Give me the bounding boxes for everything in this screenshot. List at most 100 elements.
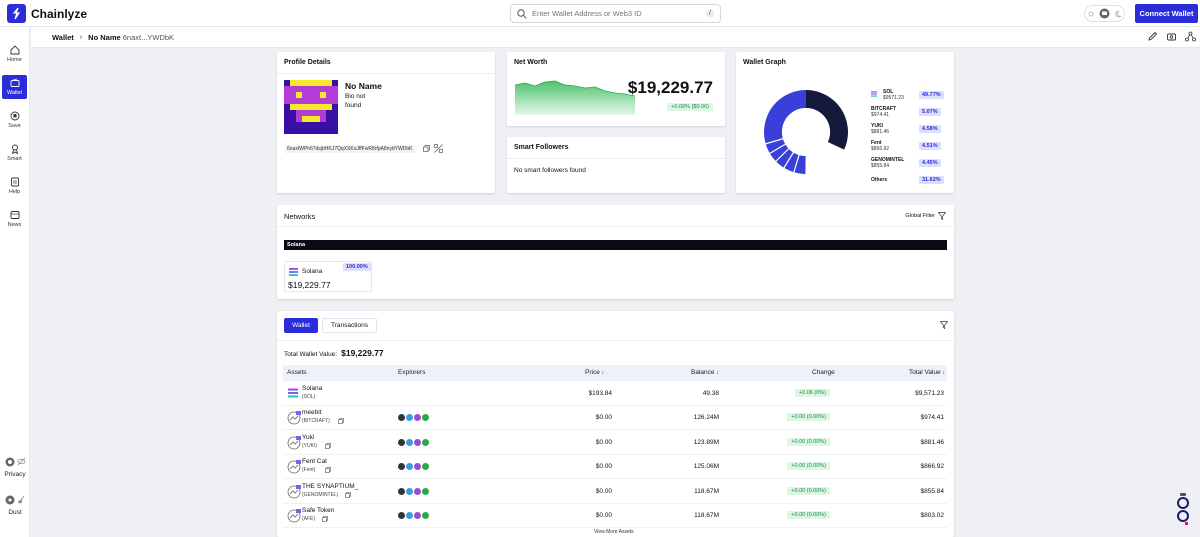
legend-item: YUKI $881.46 4.58% bbox=[871, 123, 949, 137]
assistant-widget-icon[interactable] bbox=[1175, 492, 1191, 525]
solana-fm-icon[interactable] bbox=[406, 512, 413, 519]
asset-price: $0.00 bbox=[595, 438, 612, 446]
sidebar-item-save[interactable]: Save bbox=[2, 108, 27, 132]
theme-toggle[interactable] bbox=[1084, 5, 1125, 22]
global-filter[interactable]: Global Filter bbox=[905, 212, 946, 220]
asset-total-value: $803.02 bbox=[920, 512, 945, 519]
share-icon[interactable] bbox=[1185, 31, 1196, 42]
search-icon bbox=[517, 8, 527, 19]
birdeye-icon[interactable] bbox=[422, 438, 429, 446]
network-card-solana[interactable]: Solana 100.00% $19,229.77 bbox=[284, 261, 372, 292]
breadcrumb-name: No Name bbox=[88, 33, 121, 42]
col-balance-label: Balance bbox=[691, 369, 715, 376]
table-row[interactable]: Yuki (YUKI) $0.00 123.89M +0.00 (0.00%) $881.… bbox=[283, 431, 947, 455]
search-input[interactable] bbox=[532, 9, 707, 18]
solscan-icon[interactable] bbox=[398, 463, 405, 471]
view-more-assets[interactable]: View More Assets bbox=[594, 529, 634, 535]
privacy-toggle[interactable]: Privacy bbox=[2, 457, 28, 478]
table-row[interactable]: THE SYNAPTIUM_ (GENOMINTEL) $0.00 118.67M +0… bbox=[283, 480, 947, 504]
net-worth-change: +0.00% ($0.06) bbox=[667, 103, 713, 111]
solana-explorer-icon[interactable] bbox=[414, 438, 421, 446]
sidebar-item-smart[interactable]: Smart bbox=[2, 141, 27, 165]
filter-icon[interactable] bbox=[940, 321, 948, 329]
assets-table-header: Assets Explorers Price ↕ Balance ↕ Chang… bbox=[283, 365, 947, 381]
sidebar-item-news[interactable]: News bbox=[2, 207, 27, 231]
solscan-icon[interactable] bbox=[398, 438, 405, 446]
table-row[interactable]: Safe Token (AFE) $0.00 118.67M +0.00 (0.00%)… bbox=[283, 504, 947, 528]
solana-fm-icon[interactable] bbox=[406, 438, 413, 446]
legend-item: SOL $9571.23 49.77% bbox=[871, 89, 949, 103]
solscan-icon[interactable] bbox=[398, 512, 405, 519]
qr-code-icon[interactable] bbox=[434, 144, 443, 153]
network-distribution-bar[interactable]: Solana bbox=[284, 240, 947, 250]
solana-fm-icon[interactable] bbox=[406, 487, 413, 495]
solana-fm-icon[interactable] bbox=[406, 414, 413, 422]
col-balance[interactable]: Balance ↕ bbox=[691, 369, 719, 376]
table-row[interactable]: Fent Cat (Fent) $0.00 125.06M +0.00 (0.00%) $… bbox=[283, 455, 947, 480]
legend-value: $881.46 bbox=[871, 129, 890, 135]
table-row[interactable]: meebit (BITCRAFT) $0.00 126.24M +0.00 (0.00%… bbox=[283, 406, 947, 431]
tab-transactions[interactable]: Transactions bbox=[322, 318, 377, 333]
save-icon bbox=[10, 111, 19, 121]
tab-wallet[interactable]: Wallet bbox=[284, 318, 318, 333]
asset-symbol: (SOL) bbox=[302, 394, 316, 400]
profile-bio: Bio not found bbox=[345, 93, 366, 109]
sidebar-item-help[interactable]: Help bbox=[2, 174, 27, 198]
col-price-label: Price bbox=[585, 369, 600, 376]
dust-toggle[interactable]: Dust bbox=[2, 495, 28, 516]
solana-explorer-icon[interactable] bbox=[414, 463, 421, 471]
wallet-actions bbox=[1147, 31, 1196, 42]
sidebar-item-home[interactable]: Home bbox=[2, 42, 27, 66]
asset-price: $0.00 bbox=[595, 512, 612, 519]
asset-change: +0.06 (0%) bbox=[794, 389, 830, 397]
asset-balance: 123.89M bbox=[693, 438, 719, 446]
edit-icon[interactable] bbox=[1147, 31, 1158, 42]
profile-name: No Name bbox=[345, 81, 382, 91]
legend-value: $9571.23 bbox=[883, 95, 904, 101]
birdeye-icon[interactable] bbox=[422, 414, 429, 422]
total-wallet-value: Total Wallet Value: $19,229.77 bbox=[284, 348, 384, 358]
net-worth-title: Net Worth bbox=[514, 59, 548, 66]
legend-pct: 4.45% bbox=[919, 159, 941, 167]
legend-name: BITCRAFT bbox=[871, 106, 896, 112]
asset-symbol: (AFE) bbox=[302, 516, 316, 522]
logo[interactable]: Chainlyze bbox=[7, 4, 87, 23]
sidebar-item-wallet[interactable]: Wallet bbox=[2, 75, 27, 99]
birdeye-icon[interactable] bbox=[422, 463, 429, 471]
token-placeholder-icon bbox=[287, 509, 301, 523]
copy-icon[interactable] bbox=[324, 442, 331, 449]
solana-icon bbox=[871, 91, 877, 97]
bundle-icon[interactable] bbox=[1166, 31, 1177, 42]
solana-explorer-icon[interactable] bbox=[414, 487, 421, 495]
legend-name: Others bbox=[871, 177, 888, 183]
col-total[interactable]: Total Value ↕ bbox=[909, 369, 945, 376]
sun-icon[interactable] bbox=[1087, 10, 1095, 18]
table-row[interactable]: Solana (SOL) $193.84 49.38 +0.06 (0%) $9,571.… bbox=[283, 382, 947, 406]
moon-icon[interactable] bbox=[1114, 10, 1122, 18]
solana-explorer-icon[interactable] bbox=[414, 414, 421, 422]
asset-balance: 49.38 bbox=[702, 390, 719, 397]
search-box[interactable]: / bbox=[510, 4, 721, 23]
legend-value: $866.92 bbox=[871, 146, 890, 152]
sort-icon: ↕ bbox=[716, 370, 719, 376]
copy-icon[interactable] bbox=[321, 516, 328, 522]
smart-followers-card: Smart Followers No smart followers found bbox=[507, 137, 725, 193]
copy-icon[interactable] bbox=[344, 491, 351, 498]
birdeye-icon[interactable] bbox=[422, 512, 429, 519]
solana-explorer-icon[interactable] bbox=[414, 512, 421, 519]
divider bbox=[277, 73, 495, 74]
net-worth-sparkline bbox=[515, 80, 635, 115]
birdeye-icon[interactable] bbox=[422, 487, 429, 495]
solscan-icon[interactable] bbox=[398, 414, 405, 422]
breadcrumb-root[interactable]: Wallet bbox=[52, 33, 74, 42]
solana-fm-icon[interactable] bbox=[406, 463, 413, 471]
connect-wallet-button[interactable]: Connect Wallet bbox=[1135, 4, 1198, 23]
copy-icon[interactable] bbox=[423, 145, 430, 152]
solscan-icon[interactable] bbox=[398, 487, 405, 495]
profile-card: Profile Details No Name Bio not found 6n… bbox=[277, 52, 495, 193]
copy-icon[interactable] bbox=[324, 467, 331, 474]
asset-total-value: $855.84 bbox=[920, 487, 945, 495]
system-icon[interactable] bbox=[1099, 8, 1110, 19]
col-price[interactable]: Price ↕ bbox=[585, 369, 604, 376]
copy-icon[interactable] bbox=[338, 418, 344, 425]
